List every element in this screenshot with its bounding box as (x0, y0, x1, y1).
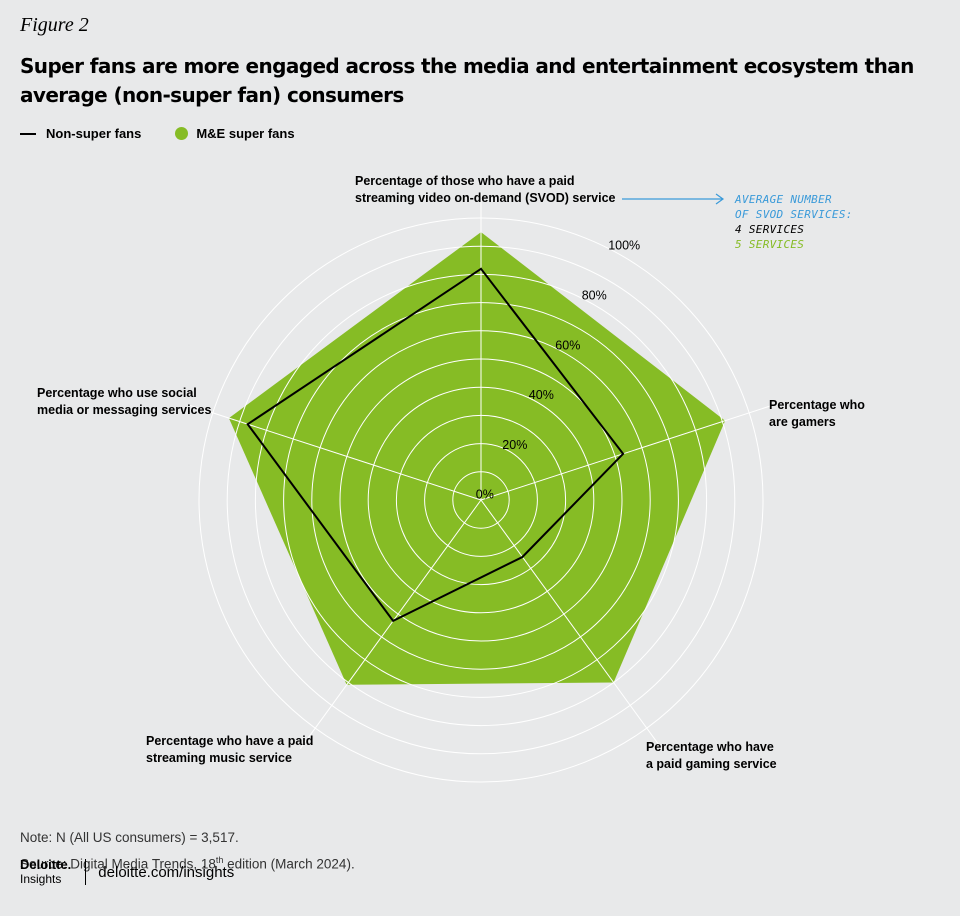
axis-label: Percentage of those who have a paid strea… (355, 174, 616, 205)
figure-label: Figure 2 (20, 14, 89, 36)
axis-spoke (188, 404, 482, 501)
legend-dot-marker (175, 127, 189, 140)
tick-label: 0% (476, 488, 494, 502)
legend-item-super-fans: M&E super fans (175, 126, 295, 141)
annotation-heading: AVERAGE NUMBER OF SVOD SERVICES: (734, 193, 853, 221)
legend-line-marker (20, 132, 36, 135)
annotation-arrow-icon (715, 193, 725, 205)
chart-title: Super fans are more engaged across the m… (20, 54, 914, 107)
legend-label-super-fans: M&E super fans (196, 126, 295, 141)
tick-label: 60% (555, 338, 580, 352)
axis-label: Percentage who have a paid gaming service (646, 740, 777, 771)
legend: Non-super fans M&E super fans (20, 126, 329, 141)
legend-item-non-super-fans: Non-super fans (20, 126, 141, 141)
axis-label: Percentage who have a paid streaming musi… (146, 734, 313, 765)
annotation-super-value: 5 SERVICES (735, 238, 804, 251)
brand-sub: Insights (20, 872, 62, 886)
axis-label: Percentage who use social media or messag… (37, 386, 211, 417)
tick-label: 100% (608, 239, 640, 253)
series-non-super-fans-line (246, 267, 625, 623)
series-super-fans-area (228, 232, 726, 685)
source-text: Source: Digital Media Trends, 18th editi… (20, 855, 355, 872)
deloitte-insights-logo: Deloitte. Insights (20, 857, 72, 887)
footer: Deloitte. Insights deloitte.com/insights (20, 857, 235, 887)
note-text: Note: N (All US consumers) = 3,517. (20, 830, 239, 845)
footer-separator (85, 859, 87, 885)
axis-label: Percentage who are gamers (769, 398, 865, 429)
tick-label: 40% (529, 388, 554, 402)
tick-label: 80% (582, 289, 607, 303)
axis-spoke (299, 499, 482, 749)
legend-label-non-super-fans: Non-super fans (46, 126, 142, 141)
footer-url[interactable]: deloitte.com/insights (98, 863, 235, 881)
notes: Note: N (All US consumers) = 3,517. Sour… (20, 827, 355, 876)
axis-spoke (480, 499, 663, 749)
axis-spoke (480, 404, 774, 501)
tick-label: 20% (502, 438, 527, 452)
brand-name: Deloitte. (20, 857, 72, 872)
annotation-non-super-value: 4 SERVICES (735, 223, 804, 236)
